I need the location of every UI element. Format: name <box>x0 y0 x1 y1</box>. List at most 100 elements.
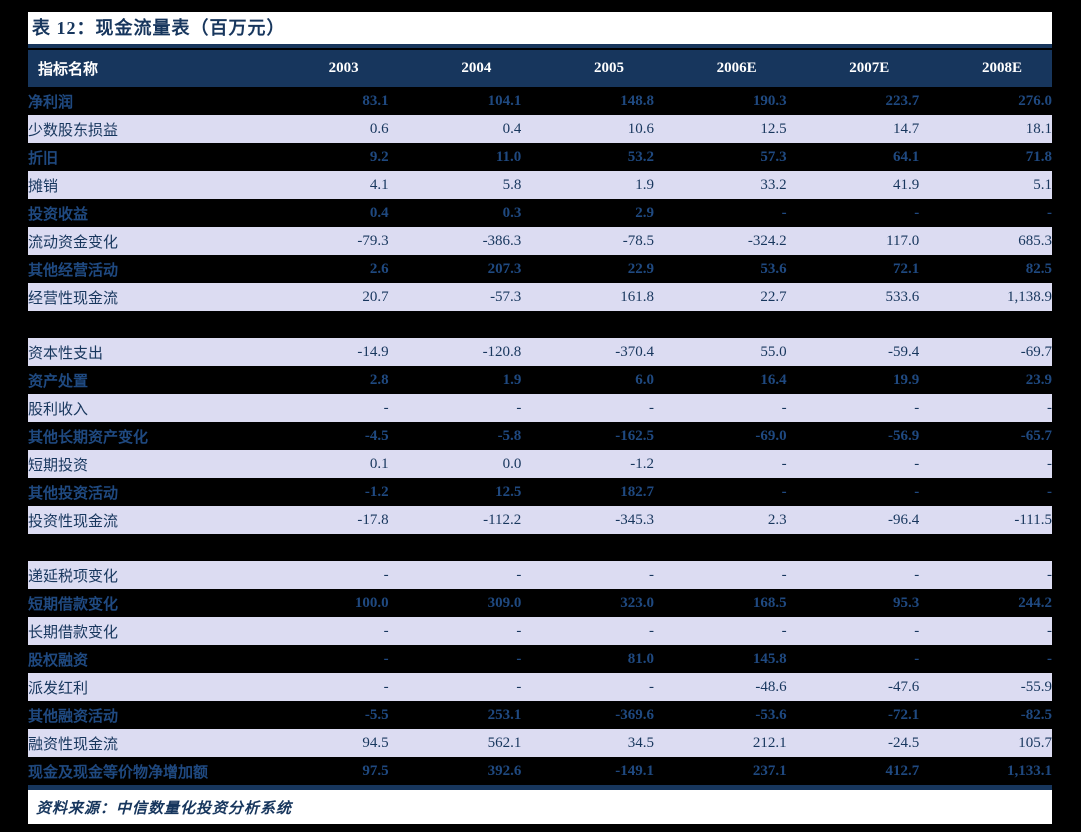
cell-value: - <box>648 678 654 695</box>
cell-value: - <box>1047 455 1052 472</box>
column-header-2005: 2005 <box>593 60 624 76</box>
row-label: 股利收入 <box>28 401 89 418</box>
cell-value: -96.4 <box>888 511 920 528</box>
table-row: 其他长期资产变化 -4.5 -5.8 -162.5 -69.0 -56.9 -65.7 <box>28 422 1052 450</box>
cell-value: 12.5 <box>495 483 522 500</box>
table-row: 经营性现金流 20.7 -57.3 161.8 22.7 533.6 1,138.9 <box>28 283 1052 311</box>
cell-value: 1.9 <box>502 371 522 388</box>
cell-value: 223.7 <box>885 92 920 109</box>
cell-value: 309.0 <box>487 594 522 611</box>
cell-value: 94.5 <box>362 734 389 751</box>
cell-value: -120.8 <box>482 343 522 360</box>
cell-value: -5.8 <box>497 427 522 444</box>
row-label: 其他经营活动 <box>28 262 119 279</box>
cell-value: - <box>516 678 522 695</box>
cell-value: 2.9 <box>635 204 654 221</box>
cell-value: 53.6 <box>760 260 787 277</box>
cell-value: -345.3 <box>615 511 654 528</box>
cell-value: - <box>914 566 920 583</box>
cell-value: 71.8 <box>1025 148 1052 165</box>
cell-value: -1.2 <box>364 483 389 500</box>
row-label: 资本性支出 <box>28 345 104 362</box>
cell-value: 2.3 <box>767 511 787 528</box>
table-row: 资本性支出 -14.9 -120.8 -370.4 55.0 -59.4 -69.7 <box>28 338 1052 366</box>
cell-value: 6.0 <box>635 371 654 388</box>
row-label: 净利润 <box>28 94 74 111</box>
table-row: 投资收益 0.4 0.3 2.9 - - - <box>28 199 1052 227</box>
cell-value: 19.9 <box>893 371 920 388</box>
cell-value: - <box>781 204 787 221</box>
cell-value: 12.5 <box>760 120 787 137</box>
cell-value: -55.9 <box>1020 678 1052 695</box>
cell-value: 148.8 <box>620 92 654 109</box>
cell-value: - <box>1047 566 1052 583</box>
row-label: 摊销 <box>28 178 59 195</box>
column-header-2008e: 2008E <box>981 60 1022 76</box>
cell-value: -24.5 <box>888 734 920 751</box>
cell-value: 2.6 <box>369 260 389 277</box>
cell-value: -5.5 <box>364 706 389 723</box>
row-label: 长期借款变化 <box>28 624 119 641</box>
cell-value: 22.9 <box>627 260 654 277</box>
cell-value: -48.6 <box>755 678 787 695</box>
cell-value: 168.5 <box>752 594 787 611</box>
row-label: 折旧 <box>28 150 59 167</box>
cell-value: 276.0 <box>1018 92 1052 109</box>
cell-value: -4.5 <box>364 427 389 444</box>
cell-value: 1,133.1 <box>1007 762 1052 779</box>
cell-value: -53.6 <box>755 706 787 723</box>
table-title: 表 12：现金流量表（百万元） <box>32 18 286 38</box>
cell-value: 212.1 <box>752 734 787 751</box>
cell-value: 14.7 <box>893 120 920 137</box>
row-label: 其他投资活动 <box>28 485 119 502</box>
header-row: 指标名称 2003 2004 2005 2006E 2007E 2008E <box>28 50 1052 87</box>
cell-value: - <box>383 650 389 667</box>
column-header-2004: 2004 <box>461 60 492 76</box>
cell-value: -386.3 <box>482 232 522 249</box>
cell-value: 0.0 <box>502 455 522 472</box>
cell-value: 182.7 <box>620 483 654 500</box>
cell-value: 20.7 <box>362 288 389 305</box>
cell-value: 81.0 <box>627 650 654 667</box>
cell-value: - <box>1047 622 1052 639</box>
cell-value: - <box>914 650 920 667</box>
spacer-row <box>28 311 1052 338</box>
table-row: 长期借款变化 - - - - - - <box>28 617 1052 645</box>
cell-value: - <box>914 622 920 639</box>
cell-value: 5.1 <box>1033 176 1052 193</box>
cell-value: 41.9 <box>893 176 920 193</box>
cell-value: 16.4 <box>760 371 787 388</box>
row-label: 现金及现金等价物净增加额 <box>28 764 209 781</box>
table-row: 少数股东损益 0.6 0.4 10.6 12.5 14.7 18.1 <box>28 115 1052 143</box>
column-header-indicator: 指标名称 <box>38 62 99 78</box>
cell-value: - <box>516 622 522 639</box>
title-strip: 表 12：现金流量表（百万元） <box>28 12 1052 44</box>
cell-value: - <box>648 399 654 416</box>
cell-value: 82.5 <box>1025 260 1052 277</box>
cell-value: 23.9 <box>1025 371 1052 388</box>
row-label: 股权融资 <box>28 652 89 669</box>
cell-value: 9.2 <box>369 148 389 165</box>
table-row: 派发红利 - - - -48.6 -47.6 -55.9 <box>28 673 1052 701</box>
cell-value: -78.5 <box>622 232 654 249</box>
table-row: 融资性现金流 94.5 562.1 34.5 212.1 -24.5 105.7 <box>28 729 1052 757</box>
cell-value: -162.5 <box>615 427 654 444</box>
cell-value: 72.1 <box>893 260 920 277</box>
source-note: 资料来源：中信数量化投资分析系统 <box>36 800 293 817</box>
cell-value: - <box>383 622 389 639</box>
table-row: 资产处置 2.8 1.9 6.0 16.4 19.9 23.9 <box>28 366 1052 394</box>
cell-value: -57.3 <box>490 288 522 305</box>
cell-value: - <box>383 678 389 695</box>
table-row: 其他经营活动 2.6 207.3 22.9 53.6 72.1 82.5 <box>28 255 1052 283</box>
cell-value: - <box>781 399 787 416</box>
cell-value: 100.0 <box>354 594 389 611</box>
cell-value: 190.3 <box>752 92 787 109</box>
row-label: 短期借款变化 <box>28 596 119 613</box>
table-row: 净利润 83.1 104.1 148.8 190.3 223.7 276.0 <box>28 87 1052 115</box>
column-header-2003: 2003 <box>328 60 359 76</box>
cell-value: 0.3 <box>502 204 522 221</box>
cell-value: - <box>516 650 522 667</box>
cell-value: - <box>1047 483 1052 500</box>
table-row: 短期投资 0.1 0.0 -1.2 - - - <box>28 450 1052 478</box>
cell-value: 533.6 <box>885 288 920 305</box>
